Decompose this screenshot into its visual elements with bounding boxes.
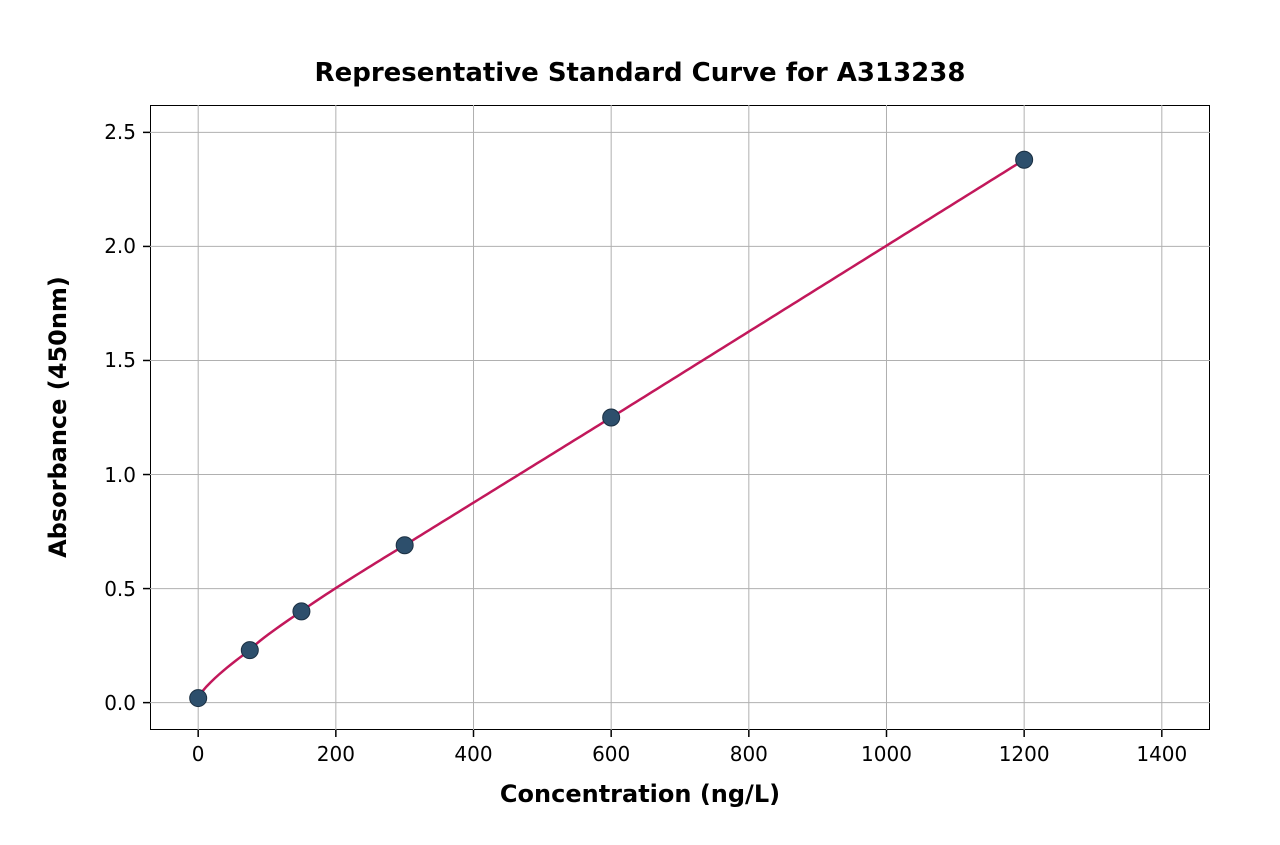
- x-tick-label: 600: [592, 742, 630, 766]
- x-tick-label: 1200: [999, 742, 1050, 766]
- data-point: [396, 537, 413, 554]
- x-axis-label: Concentration (ng/L): [500, 780, 780, 808]
- data-point: [241, 642, 258, 659]
- data-point: [293, 603, 310, 620]
- y-tick-label: 2.0: [104, 234, 136, 258]
- y-tick-label: 2.5: [104, 120, 136, 144]
- x-tick-label: 800: [730, 742, 768, 766]
- y-tick-label: 0.5: [104, 577, 136, 601]
- y-tick-label: 1.0: [104, 463, 136, 487]
- data-point: [603, 409, 620, 426]
- y-tick-label: 1.5: [104, 348, 136, 372]
- chart-svg: [0, 0, 1280, 845]
- y-tick-label: 0.0: [104, 691, 136, 715]
- x-tick-label: 1400: [1136, 742, 1187, 766]
- x-tick-label: 400: [454, 742, 492, 766]
- x-tick-label: 200: [317, 742, 355, 766]
- x-tick-label: 1000: [861, 742, 912, 766]
- y-axis-label: Absorbance (450nm): [44, 276, 72, 558]
- chart-container: Representative Standard Curve for A31323…: [0, 0, 1280, 845]
- x-tick-label: 0: [192, 742, 205, 766]
- data-point: [1016, 151, 1033, 168]
- data-point: [190, 690, 207, 707]
